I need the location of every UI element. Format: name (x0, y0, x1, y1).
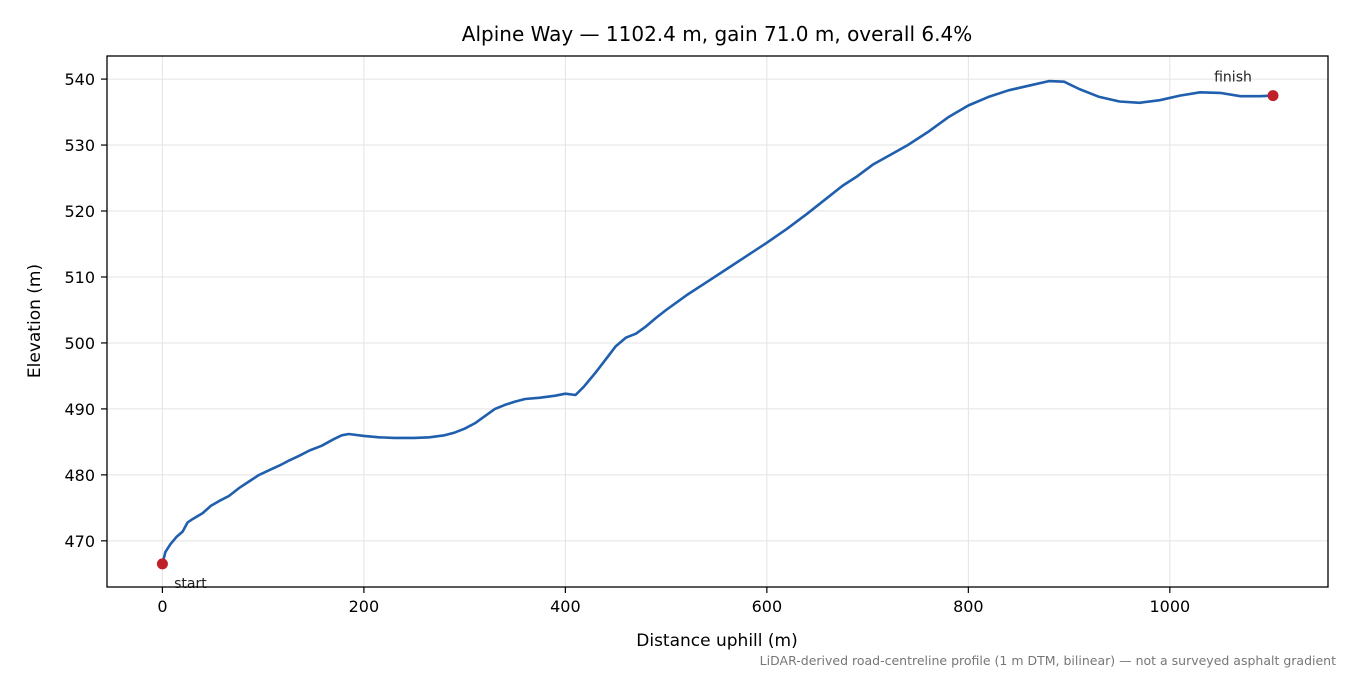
marker-layer: start finish (156, 70, 1279, 592)
y-tick-label: 530 (64, 136, 95, 155)
y-axis-label: Elevation (m) (25, 264, 45, 378)
footnote: LiDAR-derived road-centreline profile (1… (760, 653, 1336, 668)
y-tick-label: 480 (64, 466, 95, 485)
y-tick-label: 520 (64, 202, 95, 221)
x-tick-label: 800 (953, 597, 984, 616)
y-tick-label: 540 (64, 70, 95, 89)
x-tick-label: 600 (752, 597, 783, 616)
y-tick-label: 470 (64, 532, 95, 551)
x-axis-label: Distance uphill (m) (636, 631, 797, 651)
series-layer (161, 79, 1275, 566)
y-tick-label: 500 (64, 334, 95, 353)
y-tick-label: 490 (64, 400, 95, 419)
elevation-line (161, 79, 1275, 566)
finish-marker (1267, 90, 1279, 102)
grid (107, 56, 1328, 587)
finish-label: finish (1214, 70, 1252, 86)
plot-area-frame (106, 55, 1329, 588)
start-marker (156, 558, 168, 570)
ticks: 0 200 400 600 800 1000 470 480 490 500 510 520 530 54… (64, 70, 1190, 616)
y-tick-label: 510 (64, 268, 95, 287)
x-tick-label: 0 (157, 597, 167, 616)
chart-title: Alpine Way — 1102.4 m, gain 71.0 m, over… (462, 22, 972, 46)
x-tick-label: 200 (349, 597, 380, 616)
x-tick-label: 1000 (1149, 597, 1190, 616)
start-label: start (174, 576, 207, 592)
x-tick-label: 400 (550, 597, 581, 616)
